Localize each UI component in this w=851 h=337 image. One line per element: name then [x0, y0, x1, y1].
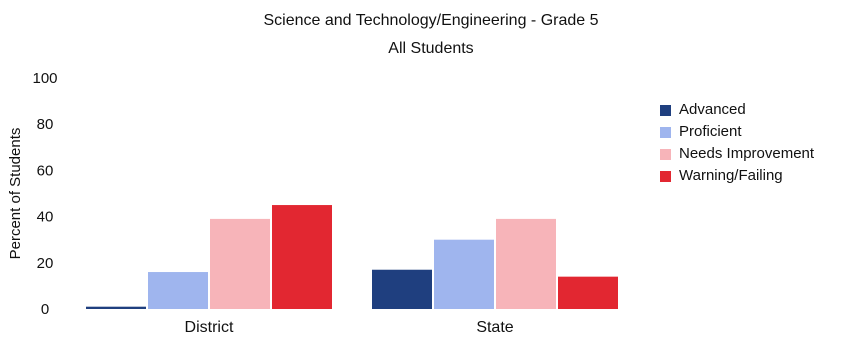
- legend-item: Needs Improvement: [660, 143, 814, 165]
- bar-proficient-state: [434, 239, 494, 309]
- x-category-label: District: [185, 319, 234, 336]
- chart-subtitle: All Students: [388, 40, 473, 57]
- y-tick-label: 60: [37, 162, 54, 179]
- y-tick-label: 20: [37, 255, 54, 272]
- bar-warning-failing-state: [558, 276, 618, 309]
- chart-title: Science and Technology/Engineering - Gra…: [263, 12, 598, 29]
- legend-label: Proficient: [679, 123, 742, 140]
- y-tick-label: 80: [37, 116, 54, 133]
- y-tick-label: 100: [32, 70, 57, 87]
- bar-warning-failing-district: [272, 205, 332, 309]
- legend-item: Advanced: [660, 99, 814, 121]
- bar-needs-improvement-state: [496, 218, 556, 309]
- legend-swatch: [660, 148, 671, 160]
- chart-legend: Advanced Proficient Needs Improvement Warni…: [660, 99, 814, 187]
- y-axis-label: Percent of Students: [7, 128, 24, 260]
- bar-advanced-district: [86, 306, 146, 309]
- legend-swatch: [660, 104, 671, 116]
- y-tick-label: 40: [37, 209, 54, 226]
- legend-swatch: [660, 170, 671, 182]
- legend-item: Proficient: [660, 121, 814, 143]
- legend-label: Advanced: [679, 101, 746, 118]
- legend-swatch: [660, 126, 671, 138]
- bar-advanced-state: [372, 269, 432, 309]
- legend-label: Warning/Failing: [679, 167, 783, 184]
- legend-item: Warning/Failing: [660, 165, 814, 187]
- bar-proficient-district: [148, 272, 208, 309]
- x-category-label: State: [476, 319, 513, 336]
- y-tick-label: 0: [41, 301, 49, 318]
- bar-needs-improvement-district: [210, 218, 270, 309]
- legend-label: Needs Improvement: [679, 145, 815, 162]
